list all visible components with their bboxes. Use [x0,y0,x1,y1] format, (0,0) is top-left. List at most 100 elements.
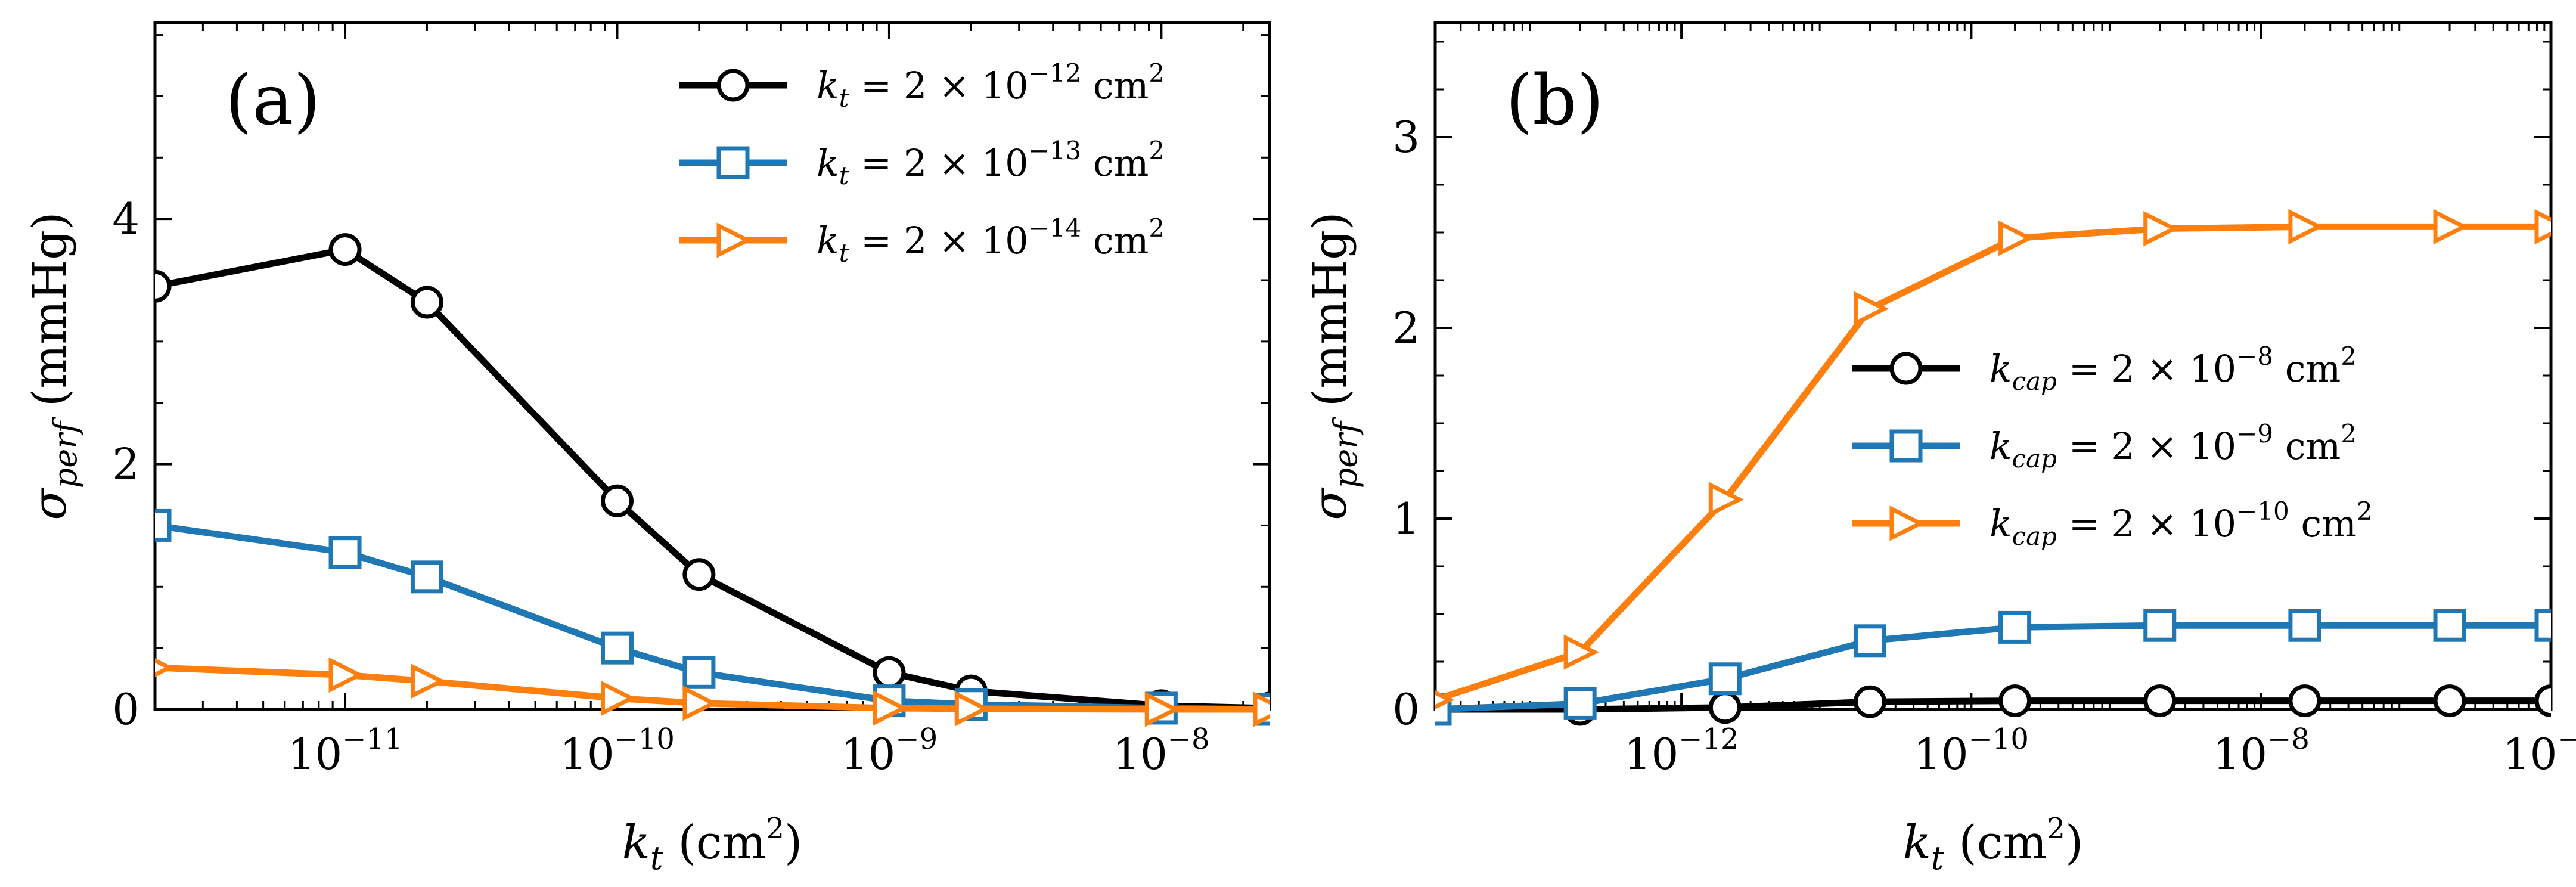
x-tick-base: 10 [2503,729,2558,779]
x-tick-base: 10 [560,729,614,779]
legend-entry: kt = 2 × 10−12 cm2 [679,58,1165,113]
data-point [2433,609,2466,642]
x-tick-base: 10 [2213,729,2268,779]
series-circle [1435,684,2551,726]
x-label-close: ) [784,816,802,870]
series-triangle-right [1435,209,2551,709]
legend-label: kt = 2 × 10−12 cm2 [817,58,1165,113]
legend-sup: 2 [2357,497,2373,526]
x-label-sup: 2 [2047,812,2065,845]
series-circle [155,233,1270,725]
legend-var: k [1990,502,2012,545]
legend-unit: cm [2289,502,2357,545]
legend-exp: −12 [1029,58,1082,88]
x-tick-exponent: −8 [2267,722,2310,756]
legend-eq: = 2 × 10 [2057,502,2236,545]
series-square [155,508,1270,726]
data-point [1708,691,1742,724]
data-area [155,233,1270,727]
y-axis-label: σperf (mmHg) [23,212,84,520]
data-point [155,508,172,542]
legend-marker [716,146,750,179]
panel-label: (b) [1506,60,1604,141]
series-line [155,246,1270,712]
legend-label: kt = 2 × 10−14 cm2 [817,213,1165,268]
legend-unit: cm [2273,347,2341,390]
legend-marker [1889,429,1923,463]
x-minor-ticks [201,23,1244,709]
x-tick-exponent: −10 [1969,722,2029,756]
y-label-unit: (mmHg) [1303,212,1357,421]
legend-sub: t [839,238,849,268]
data-point [954,691,991,727]
legend-sup: 2 [2341,419,2357,448]
x-tick-label: 10−12 [1624,722,1739,779]
data-point [600,680,637,717]
data-point [328,233,362,266]
data-point [600,631,634,665]
legend-var: k [817,64,839,107]
data-point [328,657,364,693]
y-tick-label: 2 [1392,303,1420,353]
legend-eq: = 2 × 10 [849,64,1028,107]
y-tick-label: 4 [112,194,139,244]
legend-var: k [1990,424,2012,468]
x-tick-base: 10 [841,729,896,779]
x-tick-label: 10−10 [1914,722,2029,779]
data-point [1998,684,2032,718]
series-triangle-right [155,657,1270,727]
legend-unit: cm [1081,64,1149,107]
data-point [1563,687,1597,720]
data-point [2143,210,2179,247]
x-label-unit: (cm [1944,816,2047,870]
legend-sup: 2 [1149,213,1165,243]
data-point [2433,684,2466,718]
legend-sup: 2 [1149,58,1165,88]
data-point [682,686,718,721]
x-tick-base: 10 [288,729,343,779]
y-label-sub: perf [46,417,84,488]
x-axis-label: kt (cm2) [1903,812,2084,877]
x-tick-exponent: −8 [1168,722,1210,756]
data-area [1435,209,2551,726]
data-point [155,658,174,677]
y-label-var: σ [23,488,77,520]
x-label-var: k [1903,816,1931,870]
y-tick-label: 1 [1392,494,1420,544]
x-tick-base: 10 [1914,729,1969,779]
data-point [600,484,634,517]
legend-eq: = 2 × 10 [2057,347,2236,390]
legend-label: kcap = 2 × 10−8 cm2 [1990,342,2357,396]
legend-exp: −13 [1029,136,1082,165]
legend-entry: kt = 2 × 10−13 cm2 [679,136,1165,190]
legend-marker [716,69,750,102]
data-point [1563,634,1599,670]
legend-var: k [817,141,839,185]
x-label-close: ) [2065,816,2083,870]
data-point [1998,220,2034,256]
legend-exp: −9 [2236,419,2273,448]
legend-var: k [817,219,839,262]
x-tick-exponent: −10 [614,722,675,756]
data-point [1435,690,1454,709]
x-label-sub: t [1931,839,1944,877]
x-tick-label: 10−6 [2503,722,2576,779]
x-label-unit: (cm [663,816,766,870]
data-point [1853,291,1889,327]
legend-exp: −8 [2236,342,2273,371]
x-tick-base: 10 [1113,729,1168,779]
data-point [410,663,446,699]
x-tick-label: 10−9 [841,722,938,779]
legend-marker [1889,505,1925,541]
legend-var: k [1990,347,2012,390]
legend-unit: cm [2273,424,2341,468]
x-tick-label: 10−8 [2213,722,2310,779]
data-point [1708,482,1745,517]
legend-unit: cm [1081,219,1149,262]
data-point [1853,685,1886,718]
legend-unit: cm [1081,141,1149,185]
x-label-sub: t [650,839,663,877]
